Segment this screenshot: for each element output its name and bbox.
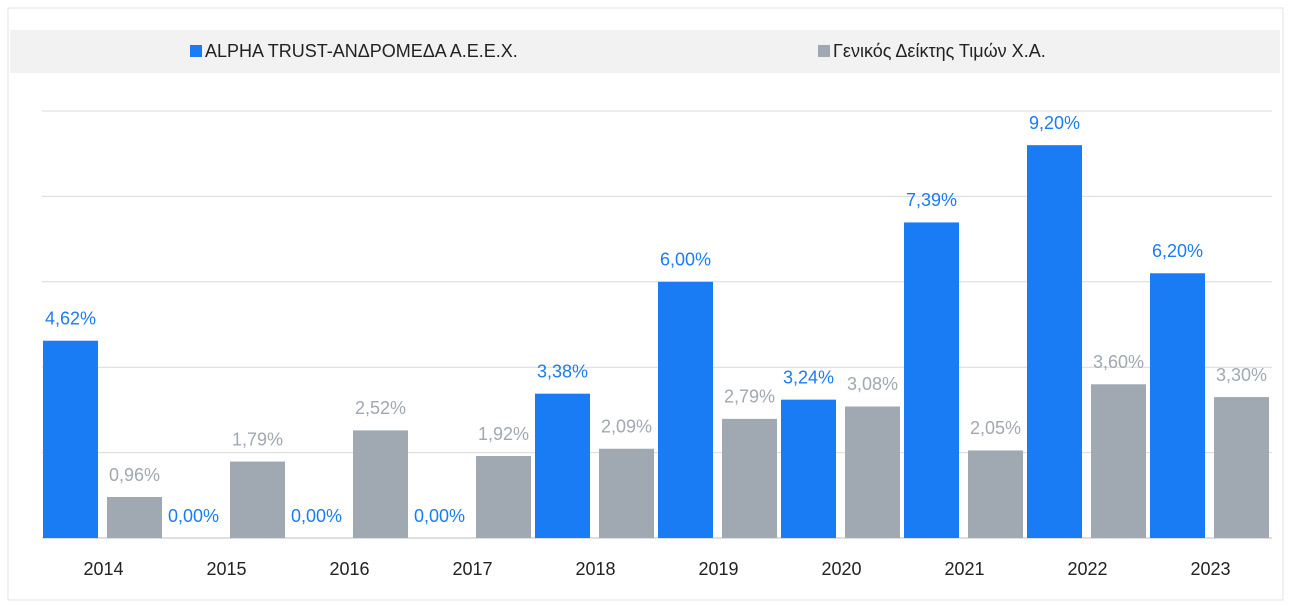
x-tick-label: 2018 [575, 559, 615, 579]
data-label: 3,24% [783, 367, 834, 387]
x-tick-label: 2017 [452, 559, 492, 579]
x-tick-label: 2014 [83, 559, 123, 579]
data-label: 2,05% [970, 418, 1021, 438]
bar [722, 418, 777, 538]
data-label: 2,52% [355, 398, 406, 418]
x-tick-label: 2019 [698, 559, 738, 579]
bar [658, 281, 713, 538]
data-label: 0,00% [168, 506, 219, 526]
bar [353, 430, 408, 538]
legend-band [10, 30, 1280, 73]
bar [1091, 384, 1146, 538]
bar [904, 222, 959, 538]
x-tick-label: 2023 [1190, 559, 1230, 579]
data-label: 2,09% [601, 417, 652, 437]
data-label: 0,00% [291, 506, 342, 526]
x-tick-label: 2022 [1067, 559, 1107, 579]
bar [845, 406, 900, 538]
data-label: 6,20% [1152, 241, 1203, 261]
data-label: 7,39% [906, 190, 957, 210]
bar [476, 456, 531, 538]
bar [968, 450, 1023, 538]
data-label: 3,08% [847, 374, 898, 394]
data-label: 9,20% [1029, 113, 1080, 133]
legend-swatch [818, 45, 830, 57]
bar [535, 393, 590, 538]
bar [781, 399, 836, 538]
data-label: 4,62% [45, 308, 96, 328]
data-label: 0,00% [414, 506, 465, 526]
data-label: 1,92% [478, 424, 529, 444]
data-label: 0,96% [109, 465, 160, 485]
bar [1150, 273, 1205, 538]
x-tick-label: 2015 [206, 559, 246, 579]
bar [1214, 397, 1269, 538]
x-tick-label: 2021 [944, 559, 984, 579]
legend-label: Γενικός Δείκτης Τιμών Χ.Α. [833, 41, 1046, 61]
bar [43, 340, 98, 538]
data-label: 3,38% [537, 361, 588, 381]
data-label: 3,30% [1216, 365, 1267, 385]
x-tick-label: 2020 [821, 559, 861, 579]
bar [107, 497, 162, 538]
x-tick-label: 2016 [329, 559, 369, 579]
data-label: 2,79% [724, 387, 775, 407]
data-label: 1,79% [232, 429, 283, 449]
data-label: 3,60% [1093, 352, 1144, 372]
bar [230, 461, 285, 538]
data-label: 6,00% [660, 250, 711, 270]
bar [1027, 145, 1082, 538]
legend-label: ALPHA TRUST-ΑΝΔΡΟΜΕΔΑ Α.Ε.Ε.Χ. [205, 41, 518, 61]
bar [599, 448, 654, 538]
legend-swatch [190, 45, 202, 57]
